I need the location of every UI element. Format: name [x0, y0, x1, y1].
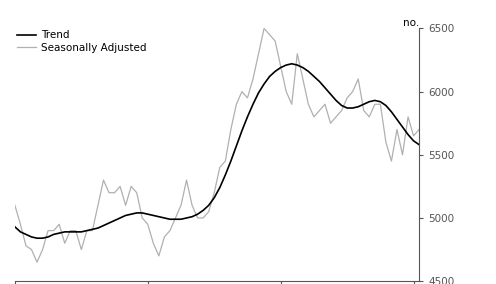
Trend: [101, 224, 107, 227]
Seasonally Adjusted: [245, 96, 250, 100]
Seasonally Adjusted: [150, 242, 156, 245]
Trend: [239, 129, 245, 132]
Seasonally Adjusted: [239, 90, 245, 93]
Seasonally Adjusted: [12, 204, 18, 207]
Legend: Trend, Seasonally Adjusted: Trend, Seasonally Adjusted: [17, 30, 146, 53]
Seasonally Adjusted: [416, 128, 422, 131]
Trend: [245, 115, 250, 119]
Seasonally Adjusted: [388, 159, 394, 163]
Trend: [289, 62, 295, 66]
Trend: [416, 143, 422, 146]
Trend: [150, 214, 156, 217]
Text: no.: no.: [403, 18, 419, 28]
Trend: [34, 237, 40, 240]
Seasonally Adjusted: [101, 178, 107, 182]
Line: Trend: Trend: [15, 64, 419, 238]
Seasonally Adjusted: [261, 27, 267, 30]
Trend: [12, 225, 18, 229]
Trend: [106, 221, 112, 225]
Line: Seasonally Adjusted: Seasonally Adjusted: [15, 28, 419, 262]
Seasonally Adjusted: [34, 260, 40, 264]
Trend: [388, 110, 394, 114]
Seasonally Adjusted: [106, 191, 112, 195]
